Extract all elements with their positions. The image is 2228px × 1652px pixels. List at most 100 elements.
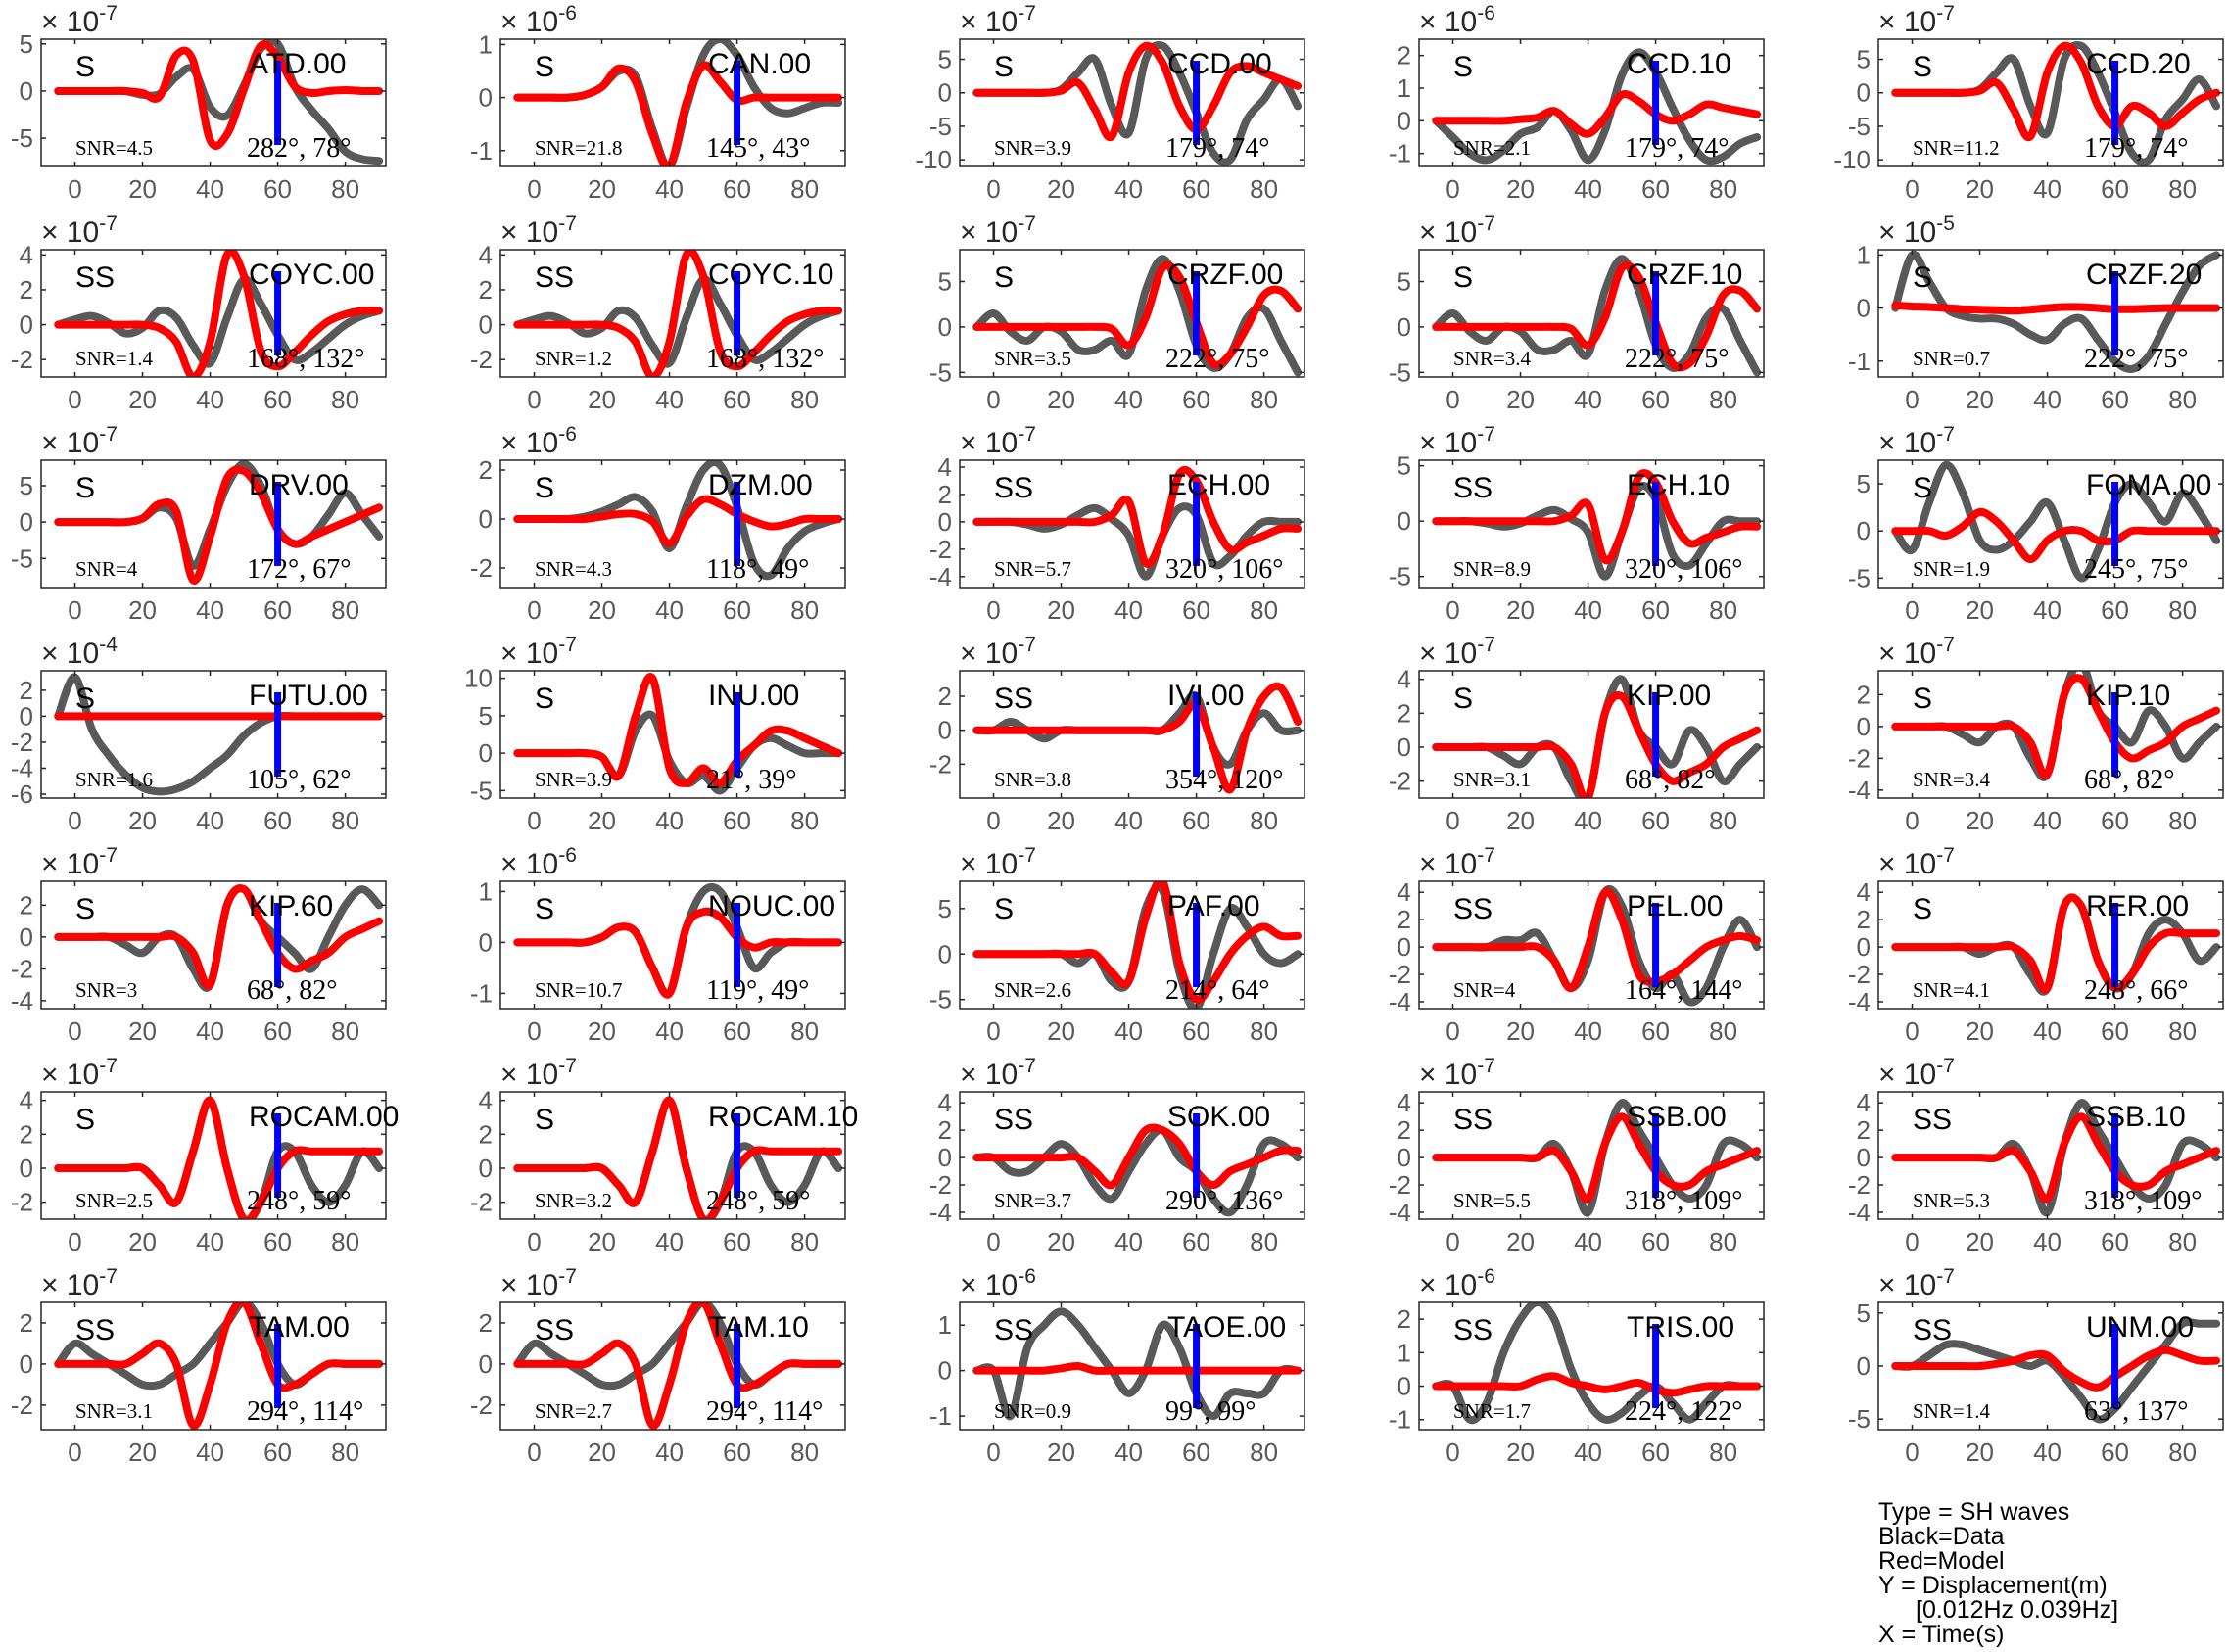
snr-label: SNR=5.7 (994, 557, 1071, 581)
x-tick-label: 80 (331, 595, 359, 625)
x-tick-label: 20 (128, 1227, 157, 1256)
station-label: PEL.00 (1627, 890, 1723, 922)
panel-atd-00: 0 20 40 60 80 5 0 -5 × 10-7 S ATD.00 SNR=4.5 282°, 7… (11, 2, 387, 204)
x-tick-label: 0 (986, 1438, 1000, 1467)
y-tick-label: 2 (938, 1115, 952, 1145)
y-exponent-label: × 10-6 (1419, 2, 1495, 38)
model-trace (972, 41, 1303, 142)
y-tick-label: 5 (1398, 267, 1411, 297)
phase-label: S (535, 893, 554, 925)
x-tick-label: 20 (588, 806, 616, 835)
station-label: CCD.10 (1627, 48, 1731, 80)
phase-label: S (535, 51, 554, 83)
panel-inu-00: 0 20 40 60 80 10 5 0 -5 × 10-7 S INU.00 SNR=3.9 21°, … (464, 634, 846, 835)
x-tick-label: 20 (1966, 1438, 1994, 1467)
panel-unm-00: 0 20 40 60 80 5 0 -5 × 10-7 SS UNM.00 SNR=1.4 63°, 1… (1848, 1265, 2224, 1467)
axes-box (959, 38, 1305, 167)
y-tick-label: 4 (1857, 1088, 1871, 1117)
model-trace (513, 495, 843, 547)
x-tick-label: 80 (1250, 806, 1278, 835)
x-tick-label: 40 (2033, 1016, 2062, 1046)
y-tick-label: -4 (11, 986, 33, 1015)
x-tick-label: 80 (331, 1227, 359, 1256)
x-tick-label: 80 (331, 174, 359, 204)
y-tick-label: -2 (470, 345, 493, 374)
x-tick-label: 80 (331, 806, 359, 835)
y-tick-label: 2 (1398, 1115, 1411, 1145)
y-tick-label: 0 (1857, 932, 1871, 962)
y-tick-label: 0 (479, 1349, 493, 1379)
x-tick-label: 20 (128, 595, 157, 625)
y-tick-label: -5 (929, 985, 952, 1015)
x-tick-label: 20 (1506, 595, 1535, 625)
x-tick-label: 60 (723, 174, 751, 204)
snr-label: SNR=1.4 (75, 347, 153, 370)
y-tick-label: -2 (1389, 960, 1411, 989)
y-tick-label: 4 (938, 1088, 952, 1117)
azimuth-takeoff-label: 145°, 43° (706, 133, 810, 164)
y-exponent-label: × 10-7 (41, 1055, 118, 1091)
model-trace (972, 1123, 1303, 1190)
station-label: ECH.10 (1627, 469, 1730, 501)
y-tick-label: -5 (929, 112, 952, 141)
snr-label: SNR=4.5 (75, 136, 153, 160)
model-trace (1891, 1112, 2221, 1204)
model-trace (1432, 260, 1762, 372)
x-tick-label: 40 (196, 174, 224, 204)
y-exponent-label: × 10-4 (41, 634, 118, 670)
legend-model: Red=Model (1878, 1547, 2005, 1575)
axes-box (499, 1301, 846, 1431)
x-tick-label: 80 (790, 1227, 819, 1256)
x-tick-label: 60 (2101, 1227, 2129, 1256)
x-tick-label: 20 (1047, 1016, 1075, 1046)
y-tick-label: 10 (464, 664, 493, 693)
x-tick-label: 80 (790, 385, 819, 414)
y-tick-label: -1 (1389, 1405, 1411, 1435)
x-tick-label: 80 (790, 806, 819, 835)
axes-box (1418, 249, 1765, 378)
x-tick-label: 80 (331, 1438, 359, 1467)
y-tick-label: 0 (938, 1356, 952, 1386)
y-tick-label: 0 (1398, 1143, 1411, 1172)
model-trace (54, 40, 384, 150)
x-tick-label: 0 (1446, 1227, 1459, 1256)
snr-label: SNR=4 (1453, 978, 1516, 1002)
y-tick-label: 0 (1398, 506, 1411, 536)
x-tick-label: 0 (1905, 1016, 1919, 1046)
y-tick-label: -2 (1848, 960, 1871, 989)
snr-label: SNR=3.9 (994, 136, 1071, 160)
station-label: KIP.00 (1627, 680, 1711, 712)
x-tick-label: 20 (1966, 385, 1994, 414)
axes-box (1877, 670, 2224, 799)
panel-crzf-20: 0 20 40 60 80 1 0 -1 × 10-5 S CRZF.20 SNR=0.7 222°, … (1848, 212, 2224, 414)
y-tick-label: 4 (1398, 877, 1411, 907)
snr-label: SNR=4.3 (535, 557, 612, 581)
legend-y-axis: Y = Displacement(m) (1878, 1572, 2108, 1599)
phase-label: SS (75, 1314, 115, 1346)
model-trace (54, 1302, 384, 1430)
x-tick-label: 40 (2033, 385, 2062, 414)
azimuth-takeoff-label: 294°, 114° (706, 1396, 823, 1427)
y-tick-label: 0 (479, 927, 493, 957)
station-label: ROCAM.10 (708, 1101, 858, 1133)
y-tick-label: 5 (938, 267, 952, 297)
x-tick-label: 0 (1446, 595, 1459, 625)
y-tick-label: -2 (1389, 1170, 1411, 1200)
x-tick-label: 0 (527, 806, 541, 835)
y-tick-label: -2 (11, 1391, 33, 1420)
x-tick-label: 60 (1641, 1227, 1670, 1256)
y-tick-label: 0 (20, 310, 33, 340)
x-tick-label: 40 (1574, 174, 1602, 204)
x-tick-label: 40 (1574, 1438, 1602, 1467)
axes-box (1877, 38, 2224, 167)
y-tick-label: -2 (470, 1188, 493, 1217)
y-tick-label: -4 (1848, 776, 1871, 805)
axes-box (499, 38, 846, 167)
station-label: DZM.00 (708, 469, 813, 501)
axes-box (40, 880, 387, 1010)
x-tick-label: 60 (723, 806, 751, 835)
x-tick-label: 0 (1446, 385, 1459, 414)
